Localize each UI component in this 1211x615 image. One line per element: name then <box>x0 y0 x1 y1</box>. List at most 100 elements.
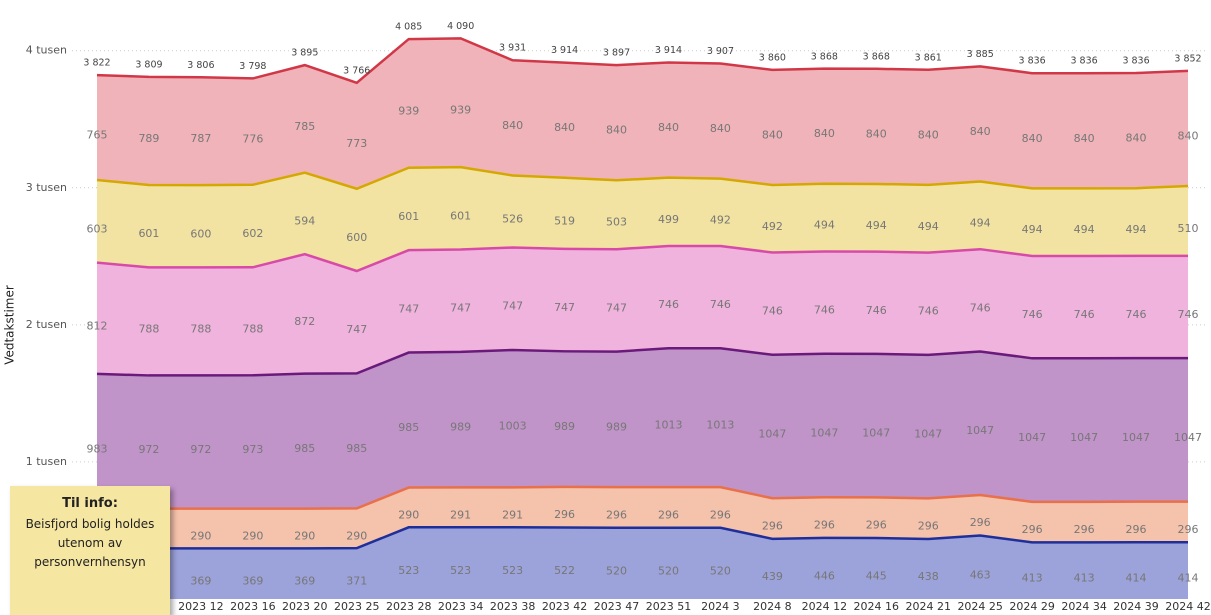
data-label: 413 <box>1022 572 1043 585</box>
data-label: 296 <box>762 520 783 533</box>
data-label: 296 <box>1022 523 1043 536</box>
data-label: 746 <box>918 305 939 318</box>
area <box>97 38 1188 189</box>
data-label: 1003 <box>499 420 527 433</box>
data-label: 463 <box>970 568 991 581</box>
total-label: 3 836 <box>1070 56 1097 67</box>
data-label: 840 <box>762 128 783 141</box>
data-label: 989 <box>606 420 627 433</box>
data-label: 494 <box>866 219 887 232</box>
data-label: 840 <box>1022 132 1043 145</box>
data-label: 290 <box>242 530 263 543</box>
total-label: 3 798 <box>239 61 266 72</box>
y-axis-title: Vedtakstimer <box>3 285 17 365</box>
data-label: 747 <box>450 302 471 315</box>
total-label: 3 809 <box>135 59 162 70</box>
data-label: 746 <box>814 304 835 317</box>
data-label: 290 <box>346 529 367 542</box>
area <box>97 167 1188 271</box>
data-label: 765 <box>87 129 108 142</box>
total-label: 3 885 <box>967 49 994 60</box>
data-label: 985 <box>346 442 367 455</box>
data-label: 840 <box>1126 132 1147 145</box>
data-label: 519 <box>554 214 575 227</box>
area-line <box>96 165 1189 191</box>
total-label: 3 822 <box>83 58 110 69</box>
data-label: 788 <box>190 322 211 335</box>
total-label: 3 914 <box>655 45 682 56</box>
total-label: 3 766 <box>343 65 370 76</box>
data-label: 494 <box>814 219 835 232</box>
x-tick-label: 2024 25 <box>957 600 1003 613</box>
data-label: 789 <box>138 132 159 145</box>
total-label: 4 090 <box>447 21 474 32</box>
total-label: 3 907 <box>707 46 734 57</box>
x-tick-label: 2024 34 <box>1061 600 1107 613</box>
data-label: 939 <box>398 104 419 117</box>
x-tick-label: 2023 28 <box>386 600 432 613</box>
data-label: 523 <box>502 564 523 577</box>
data-label: 788 <box>242 322 263 335</box>
x-tick-label: 2023 16 <box>230 600 276 613</box>
data-label: 989 <box>554 420 575 433</box>
data-label: 499 <box>658 213 679 226</box>
data-label: 746 <box>762 305 783 318</box>
data-label: 414 <box>1126 572 1147 585</box>
data-label: 747 <box>502 300 523 313</box>
x-tick-label: 2023 20 <box>282 600 328 613</box>
y-tick-label: 4 tusen <box>26 44 67 57</box>
x-tick-label: 2024 16 <box>854 600 900 613</box>
total-label: 3 860 <box>759 52 786 63</box>
data-label: 296 <box>1178 523 1199 536</box>
y-tick-label: 2 tusen <box>26 318 67 331</box>
total-label: 3 861 <box>915 52 942 63</box>
total-label: 3 897 <box>603 47 630 58</box>
total-label: 3 836 <box>1019 56 1046 67</box>
data-label: 603 <box>87 222 108 235</box>
area-line <box>97 485 1188 510</box>
total-label: 3 895 <box>291 48 318 59</box>
data-label: 526 <box>502 213 523 226</box>
data-label: 413 <box>1074 572 1095 585</box>
note-title: Til info: <box>62 496 118 511</box>
data-label: 747 <box>346 323 367 336</box>
total-label: 3 852 <box>1174 54 1201 65</box>
data-label: 290 <box>398 508 419 521</box>
data-label: 296 <box>554 508 575 521</box>
data-label: 1047 <box>966 424 994 437</box>
total-label: 3 914 <box>551 45 578 56</box>
x-tick-label: 2023 51 <box>646 600 692 613</box>
x-tick-label: 2023 38 <box>490 600 536 613</box>
data-label: 510 <box>1178 222 1199 235</box>
data-label: 291 <box>502 508 523 521</box>
total-label: 4 085 <box>395 22 422 33</box>
data-label: 439 <box>762 570 783 583</box>
data-label: 369 <box>190 575 211 588</box>
data-label: 494 <box>1074 223 1095 236</box>
data-label: 746 <box>1074 308 1095 321</box>
data-label: 785 <box>294 120 315 133</box>
total-label: 3 806 <box>187 60 214 71</box>
note-text: Beisfjord bolig holdes utenom av personv… <box>25 517 155 569</box>
data-label: 973 <box>242 443 263 456</box>
data-label: 972 <box>138 443 159 456</box>
area <box>97 246 1188 376</box>
data-label: 972 <box>190 443 211 456</box>
data-label: 523 <box>450 564 471 577</box>
data-label: 776 <box>242 133 263 146</box>
data-label: 747 <box>554 301 575 314</box>
data-label: 812 <box>87 319 108 332</box>
x-tick-label: 2024 29 <box>1009 600 1055 613</box>
x-tick-label: 2023 12 <box>178 600 224 613</box>
data-label: 840 <box>970 125 991 138</box>
data-label: 492 <box>762 220 783 233</box>
data-label: 296 <box>1074 523 1095 536</box>
data-label: 773 <box>346 137 367 150</box>
x-tick-label: 2024 12 <box>802 600 848 613</box>
data-label: 494 <box>1126 223 1147 236</box>
data-label: 369 <box>294 575 315 588</box>
data-label: 522 <box>554 564 575 577</box>
data-label: 1047 <box>914 428 942 441</box>
